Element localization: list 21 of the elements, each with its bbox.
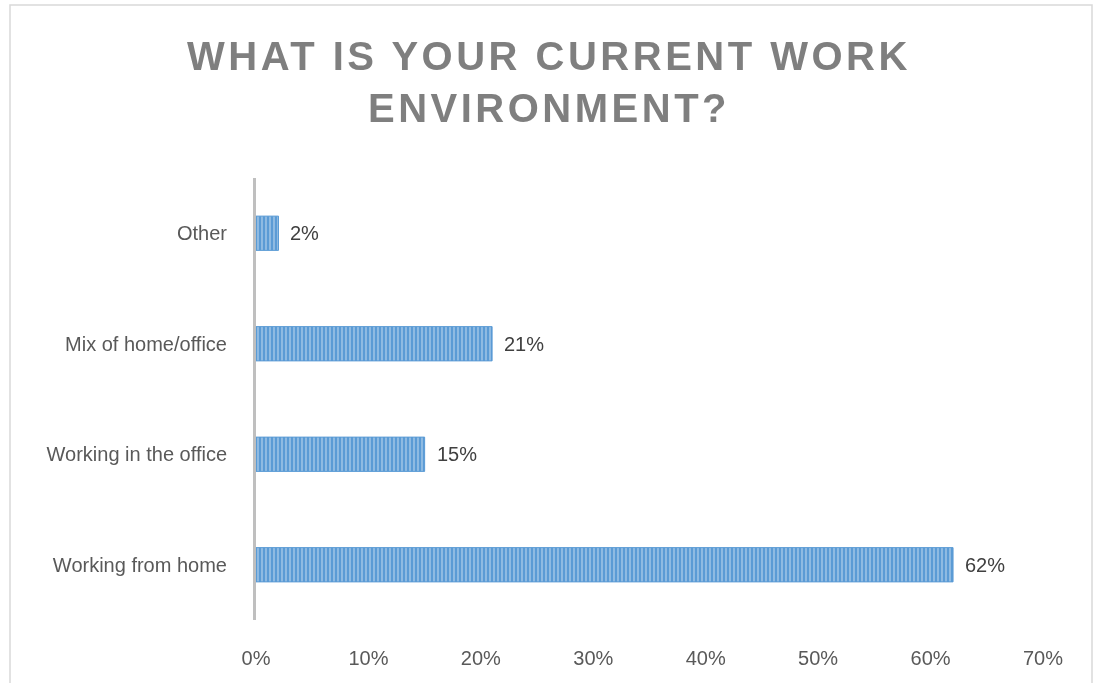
bar <box>256 215 279 251</box>
data-label: 15% <box>437 443 478 465</box>
y-tick-label: Other <box>176 222 228 245</box>
data-label: 62% <box>965 554 1006 576</box>
data-label: 2% <box>290 222 320 244</box>
x-tick-label: 40% <box>685 647 726 669</box>
bar <box>256 547 954 583</box>
bar <box>256 436 426 472</box>
data-label: 21% <box>504 333 545 355</box>
x-tick-label: 30% <box>573 647 614 669</box>
y-tick-label: Mix of home/office <box>65 332 227 355</box>
x-tick-label: 10% <box>348 647 389 669</box>
bar <box>256 326 493 362</box>
x-tick-label: 60% <box>910 647 951 669</box>
x-tick-label: 70% <box>1022 647 1064 669</box>
chart-title: WHAT IS YOUR CURRENT WORK ENVIRONMENT? <box>187 33 911 130</box>
y-tick-label: Working from home <box>52 553 227 576</box>
x-tick-label: 20% <box>460 647 502 669</box>
x-tick-label: 0% <box>241 647 271 669</box>
y-tick-label: Working in the office <box>46 443 227 466</box>
x-tick-label: 50% <box>798 647 839 669</box>
